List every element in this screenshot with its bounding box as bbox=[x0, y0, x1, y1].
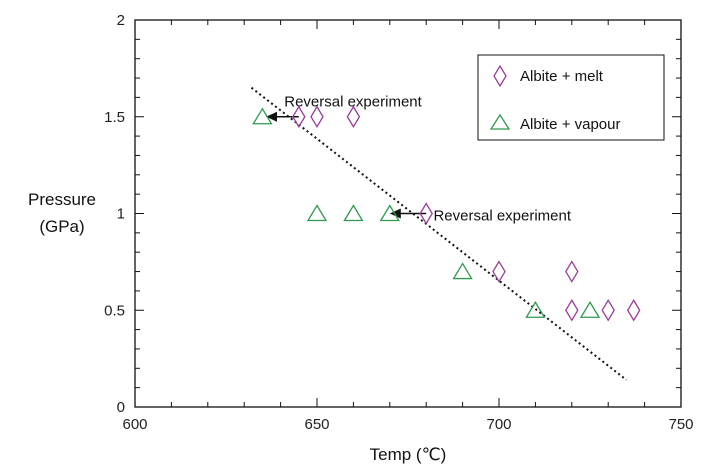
melt-point bbox=[601, 298, 615, 322]
phase-boundary bbox=[250, 86, 628, 381]
boundary-line bbox=[250, 86, 628, 381]
x-tick-label: 700 bbox=[486, 416, 511, 433]
melt-point bbox=[310, 105, 324, 129]
melt-point bbox=[346, 105, 361, 129]
y-tick-label: 0.5 bbox=[104, 302, 125, 319]
y-tick-label: 0 bbox=[117, 399, 125, 416]
y-axis-title-line2: (GPa) bbox=[39, 217, 84, 236]
legend-marker-vapour bbox=[489, 113, 511, 130]
y-tick-label: 1.5 bbox=[104, 109, 125, 126]
legend-box bbox=[477, 54, 665, 141]
vapour-point bbox=[379, 204, 400, 222]
melt-point bbox=[492, 260, 506, 283]
melt-point bbox=[565, 298, 579, 322]
vapour-point bbox=[306, 204, 328, 222]
data-points bbox=[252, 105, 641, 322]
annotation-label: Reversal experiment bbox=[433, 207, 571, 224]
legend-marker-melt bbox=[493, 64, 507, 88]
tick-labels: 600 650 700 750 0 0.5 1 1.5 2 bbox=[104, 12, 693, 433]
x-tick-label: 650 bbox=[304, 416, 329, 433]
annotation-label: Reversal experiment bbox=[284, 93, 422, 110]
x-tick-label: 750 bbox=[668, 416, 693, 433]
x-tick-label: 600 bbox=[122, 416, 147, 433]
vapour-point bbox=[343, 204, 364, 222]
melt-point bbox=[419, 202, 433, 225]
legend-label-melt: Albite + melt bbox=[520, 68, 604, 85]
melt-point bbox=[565, 260, 579, 283]
annotations: Reversal experiment Reversal experiment bbox=[266, 93, 572, 224]
legend-label-vapour: Albite + vapour bbox=[520, 116, 620, 133]
y-tick-label: 2 bbox=[117, 12, 125, 29]
y-tick-label: 1 bbox=[117, 206, 125, 223]
x-axis-title: Temp (℃) bbox=[370, 445, 447, 464]
vapour-point bbox=[252, 107, 273, 125]
annotation-arrow-head bbox=[266, 111, 278, 122]
melt-point bbox=[626, 298, 641, 322]
vapour-point bbox=[452, 262, 473, 280]
legend: Albite + melt Albite + vapour bbox=[477, 54, 665, 141]
y-axis-title-line1: Pressure bbox=[28, 190, 96, 209]
vapour-point bbox=[579, 300, 601, 318]
melt-point bbox=[292, 105, 306, 129]
vapour-point bbox=[525, 300, 546, 318]
axis-ticks bbox=[134, 19, 682, 408]
